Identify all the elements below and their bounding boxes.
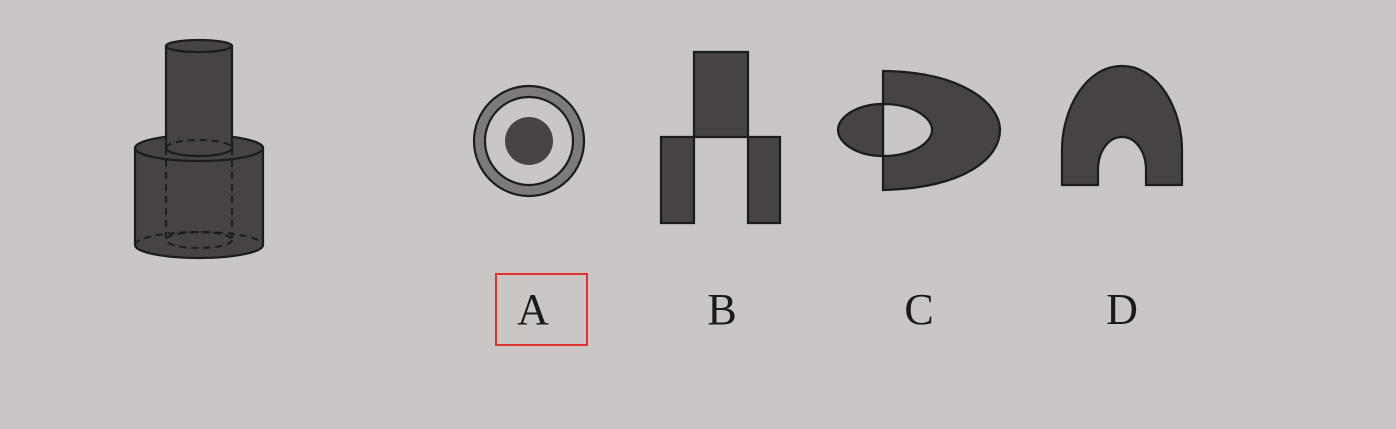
stacked-cylinders-solid [133, 38, 265, 260]
option-a-label[interactable]: A [517, 285, 549, 334]
hidden-edges [134, 139, 264, 249]
option-c-view[interactable] [836, 69, 1002, 192]
option-d-view[interactable] [1060, 64, 1184, 187]
option-c-label[interactable]: C [904, 285, 934, 334]
option-b-view[interactable] [659, 50, 782, 225]
option-a-view[interactable] [472, 84, 586, 198]
option-d-label[interactable]: D [1106, 285, 1138, 334]
option-b-label[interactable]: B [707, 285, 737, 334]
small-cylinder-top [164, 38, 234, 54]
small-cylinder-body [164, 44, 234, 158]
large-cylinder-body [133, 146, 265, 260]
selected-option-highlight [495, 273, 588, 346]
